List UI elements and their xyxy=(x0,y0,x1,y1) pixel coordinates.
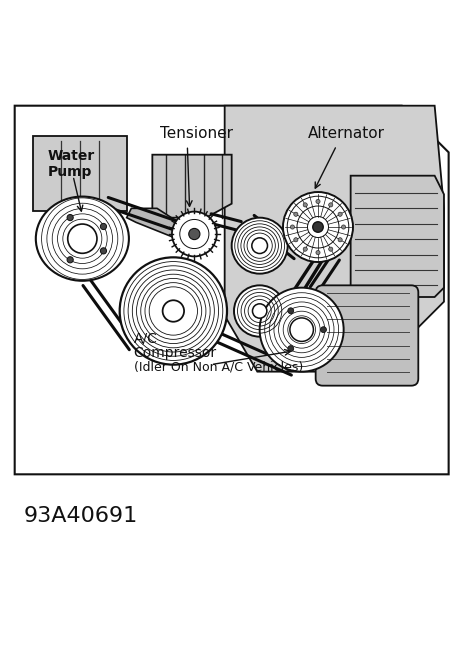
Circle shape xyxy=(288,346,294,352)
Circle shape xyxy=(252,304,267,318)
FancyBboxPatch shape xyxy=(315,285,418,385)
Circle shape xyxy=(172,212,217,256)
Text: Alternator: Alternator xyxy=(307,125,385,140)
Circle shape xyxy=(252,238,268,254)
Polygon shape xyxy=(351,176,444,297)
Circle shape xyxy=(162,300,184,322)
Circle shape xyxy=(100,224,107,229)
Polygon shape xyxy=(153,155,232,218)
Text: A/C: A/C xyxy=(134,332,158,346)
Circle shape xyxy=(338,238,342,242)
Circle shape xyxy=(294,238,298,242)
Text: Water
Pump: Water Pump xyxy=(47,149,95,179)
Circle shape xyxy=(67,257,73,263)
Circle shape xyxy=(303,203,307,207)
Circle shape xyxy=(294,212,298,216)
Circle shape xyxy=(68,224,97,254)
Circle shape xyxy=(342,225,346,229)
Circle shape xyxy=(290,225,294,229)
Circle shape xyxy=(313,222,323,232)
Text: (Idler On Non A/C Vehicles): (Idler On Non A/C Vehicles) xyxy=(134,361,303,374)
Circle shape xyxy=(290,318,314,341)
Polygon shape xyxy=(15,106,449,474)
FancyBboxPatch shape xyxy=(33,136,127,211)
Circle shape xyxy=(189,228,200,240)
Circle shape xyxy=(321,327,327,333)
Circle shape xyxy=(234,285,285,337)
Circle shape xyxy=(100,248,107,254)
Ellipse shape xyxy=(36,196,129,281)
Text: 93A40691: 93A40691 xyxy=(24,506,138,526)
Circle shape xyxy=(283,192,353,262)
Circle shape xyxy=(338,212,342,216)
Circle shape xyxy=(288,308,294,314)
Circle shape xyxy=(260,288,344,372)
Text: Compressor: Compressor xyxy=(134,346,217,360)
Circle shape xyxy=(316,200,320,203)
Circle shape xyxy=(232,218,288,274)
Polygon shape xyxy=(225,106,444,372)
Circle shape xyxy=(329,203,333,207)
Circle shape xyxy=(120,257,227,365)
Polygon shape xyxy=(127,209,197,246)
Circle shape xyxy=(303,247,307,252)
Circle shape xyxy=(316,250,320,255)
Circle shape xyxy=(329,247,333,252)
Text: Tensioner: Tensioner xyxy=(160,125,233,140)
Circle shape xyxy=(67,214,73,220)
